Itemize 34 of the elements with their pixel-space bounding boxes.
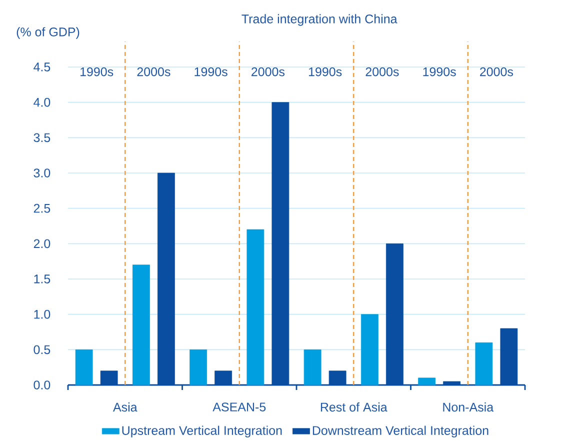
bar — [304, 349, 322, 386]
y-tick-label: 0.0 — [34, 380, 50, 390]
bar — [418, 378, 436, 386]
text: Non-Asia — [443, 402, 494, 412]
legend-label: Downstream Vertical Integration — [312, 426, 488, 438]
bar — [475, 342, 493, 386]
legend-label: Upstream Vertical Integration — [122, 426, 282, 438]
bar — [360, 314, 378, 386]
x-tick-label: 1990s — [308, 67, 342, 76]
y-tick-label: 4.0 — [34, 98, 50, 107]
x-tick-label: 2000s — [137, 67, 170, 76]
y-axis-title: (% of GDP) — [16, 27, 80, 39]
y-tick-label: 3.0 — [34, 168, 50, 178]
x-tick-label: 1990s — [423, 67, 456, 76]
y-tick-label: 1.5 — [34, 274, 50, 284]
y-tick-label: 3.5 — [34, 133, 50, 142]
chart-title: Trade integration with China — [242, 14, 398, 26]
bar — [75, 349, 93, 386]
x-tick-label: 1990s — [80, 67, 114, 76]
bar — [132, 264, 150, 386]
y-tick-label: 2.0 — [34, 239, 50, 248]
y-tick-label: 0.5 — [34, 345, 50, 354]
x-tick-label: 1990s — [194, 67, 228, 76]
text: Asia — [112, 402, 138, 412]
x-tick-label: 2000s — [480, 67, 513, 76]
text: Rest of Asia — [320, 402, 388, 412]
y-tick-label: 2.5 — [34, 204, 50, 213]
y-tick-label: 1.0 — [34, 310, 50, 319]
x-tick-label: 2000s — [252, 67, 285, 76]
bar — [190, 349, 208, 386]
x-tick-label: 2000s — [366, 67, 399, 76]
y-tick-label: 4.5 — [34, 62, 50, 72]
text: ASEAN-5 — [212, 402, 266, 412]
bar — [246, 229, 264, 386]
